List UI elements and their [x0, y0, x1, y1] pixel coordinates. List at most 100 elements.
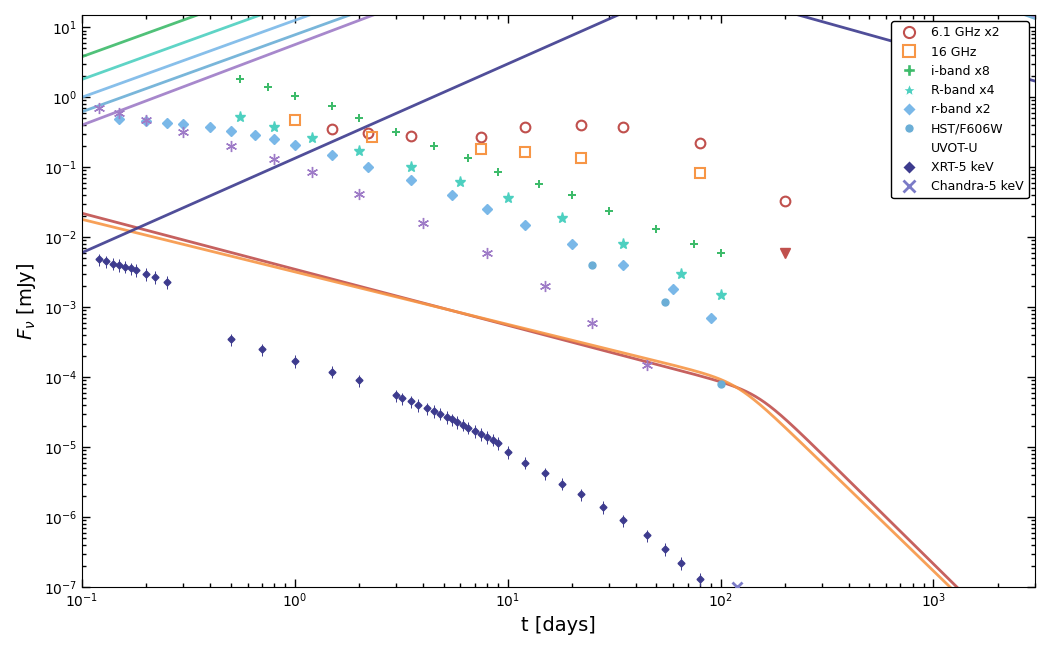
- XRT-5 keV: [468, 427, 481, 435]
- HST/F606W: [659, 298, 672, 305]
- UVOT-U: [417, 219, 429, 227]
- 16 GHz: [365, 133, 378, 141]
- R-band x4: [617, 240, 630, 248]
- XRT-5 keV: [113, 261, 126, 269]
- R-band x4: [501, 194, 513, 202]
- XRT-5 keV: [462, 424, 475, 432]
- r-band x2: [268, 135, 280, 143]
- R-band x4: [404, 163, 417, 171]
- 6.1 GHz x2: [574, 121, 587, 129]
- r-band x2: [161, 119, 173, 127]
- UVOT-U: [640, 361, 653, 369]
- i-band x8: [714, 249, 727, 257]
- XRT-5 keV: [481, 433, 494, 441]
- XRT-5 keV: [289, 357, 301, 365]
- UVOT-U: [92, 104, 105, 112]
- UVOT-U: [268, 155, 280, 163]
- r-band x2: [289, 141, 301, 149]
- i-band x8: [233, 75, 246, 83]
- i-band x8: [289, 92, 301, 99]
- i-band x8: [261, 83, 274, 91]
- Line: r-band x2: r-band x2: [116, 116, 714, 322]
- 16 GHz: [289, 116, 301, 124]
- i-band x8: [427, 142, 440, 150]
- HST/F606W: [714, 380, 727, 388]
- XRT-5 keV: [519, 459, 531, 467]
- i-band x8: [390, 128, 402, 136]
- 6.1 GHz x2: [617, 124, 630, 131]
- Line: 16 GHz: 16 GHz: [290, 114, 705, 177]
- r-band x2: [361, 163, 374, 171]
- Line: R-band x4: R-band x4: [234, 112, 727, 300]
- XRT-5 keV: [353, 376, 365, 384]
- XRT-5 keV: [421, 404, 434, 412]
- i-band x8: [650, 226, 663, 233]
- R-band x4: [455, 178, 467, 186]
- r-band x2: [446, 191, 459, 199]
- XRT-5 keV: [119, 263, 131, 270]
- R-band x4: [353, 147, 365, 155]
- UVOT-U: [177, 128, 190, 136]
- XRT-5 keV: [427, 407, 440, 415]
- XRT-5 keV: [539, 469, 551, 477]
- XRT-5 keV: [659, 545, 672, 552]
- XRT-5 keV: [674, 559, 687, 567]
- 16 GHz: [519, 148, 531, 156]
- XRT-5 keV: [617, 516, 630, 524]
- UVOT-U: [353, 190, 365, 198]
- 6.1 GHz x2: [778, 197, 791, 205]
- i-band x8: [491, 168, 504, 176]
- XRT-5 keV: [441, 413, 454, 421]
- R-band x4: [674, 270, 687, 278]
- R-band x4: [233, 113, 246, 121]
- XRT-5 keV: [161, 278, 173, 286]
- 6.1 GHz x2: [694, 139, 707, 147]
- r-band x2: [249, 131, 261, 139]
- r-band x2: [705, 314, 717, 322]
- r-band x2: [404, 176, 417, 184]
- i-band x8: [532, 180, 545, 188]
- XRT-5 keV: [640, 531, 653, 539]
- i-band x8: [566, 191, 579, 199]
- XRT-5 keV: [446, 415, 459, 423]
- 6.1 GHz x2: [404, 132, 417, 140]
- XRT-5 keV: [107, 259, 120, 267]
- XRT-5 keV: [390, 391, 402, 399]
- XRT-5 keV: [475, 430, 487, 437]
- r-band x2: [519, 221, 531, 229]
- r-band x2: [667, 285, 679, 293]
- R-band x4: [268, 123, 280, 131]
- HST/F606W: [586, 261, 598, 269]
- Y-axis label: $F_{\nu}$ [mJy]: $F_{\nu}$ [mJy]: [15, 263, 38, 340]
- XRT-5 keV: [148, 273, 161, 281]
- XRT-5 keV: [140, 270, 152, 278]
- UVOT-U: [306, 168, 318, 176]
- R-band x4: [555, 214, 568, 222]
- XRT-5 keV: [225, 335, 237, 343]
- XRT-5 keV: [574, 491, 587, 499]
- XRT-5 keV: [130, 266, 143, 274]
- UVOT-U: [113, 109, 126, 117]
- i-band x8: [462, 154, 475, 162]
- 16 GHz: [475, 146, 487, 153]
- UVOT-U: [140, 116, 152, 124]
- r-band x2: [140, 117, 152, 125]
- XRT-5 keV: [326, 368, 338, 376]
- R-band x4: [714, 291, 727, 299]
- XRT-5 keV: [486, 436, 499, 443]
- XRT-5 keV: [100, 257, 112, 265]
- i-band x8: [688, 240, 700, 248]
- R-band x4: [306, 135, 318, 142]
- r-band x2: [177, 120, 190, 128]
- XRT-5 keV: [92, 255, 105, 263]
- r-band x2: [617, 261, 630, 269]
- Line: 6.1 GHz x2: 6.1 GHz x2: [328, 120, 790, 206]
- 16 GHz: [694, 169, 707, 177]
- r-band x2: [113, 115, 126, 123]
- XRT-5 keV: [501, 448, 513, 456]
- X-axis label: t [days]: t [days]: [521, 616, 595, 635]
- XRT-5 keV: [396, 395, 408, 402]
- Legend: 6.1 GHz x2, 16 GHz, i-band x8, R-band x4, r-band x2, HST/F606W, UVOT-U, XRT-5 ke: 6.1 GHz x2, 16 GHz, i-band x8, R-band x4…: [891, 21, 1029, 198]
- UVOT-U: [225, 142, 237, 150]
- XRT-5 keV: [457, 421, 469, 428]
